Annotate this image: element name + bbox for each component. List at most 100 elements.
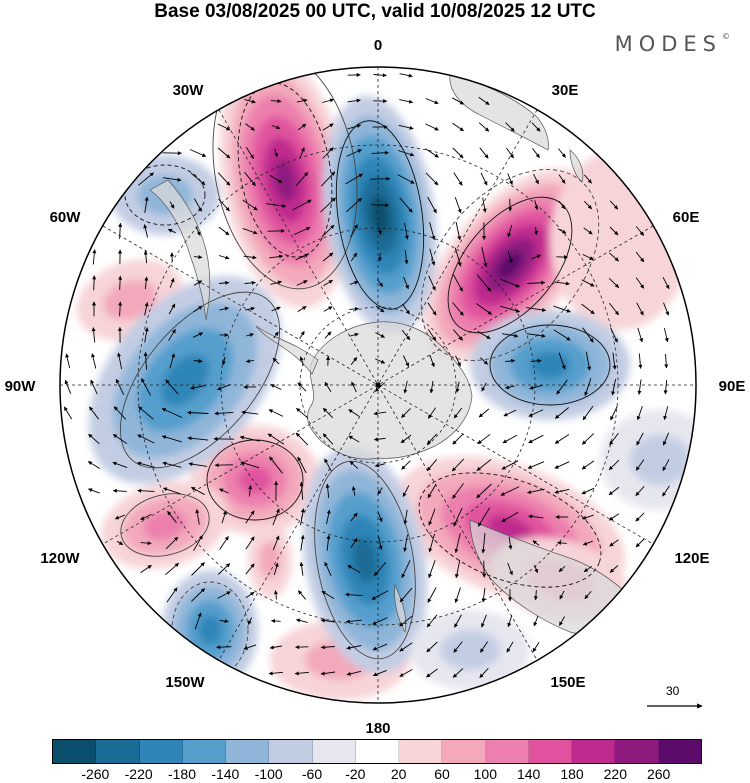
wind-vector <box>609 226 619 236</box>
wind-vector <box>118 222 123 239</box>
wind-vector <box>165 379 179 395</box>
wind-vector <box>321 590 335 600</box>
colorbar-swatch <box>572 740 616 763</box>
wind-vector <box>427 407 437 419</box>
wind-vector <box>427 302 437 316</box>
wind-vector <box>377 227 383 236</box>
wind-vector <box>245 147 255 160</box>
wind-vector <box>373 562 387 577</box>
wind-vector <box>377 252 382 262</box>
wind-vector <box>662 432 670 446</box>
wind-vector <box>137 434 155 444</box>
colorbar-tick-label: 100 <box>473 766 498 782</box>
wind-vector <box>426 641 438 653</box>
wind-vector <box>324 381 332 393</box>
wind-vector <box>372 643 388 651</box>
lon-label-120w: 120W <box>40 550 80 567</box>
wind-vector <box>65 353 71 369</box>
colorbar-swatch <box>96 740 140 763</box>
wind-vector <box>554 488 570 494</box>
wind-vector <box>428 533 435 553</box>
wind-vector <box>268 409 284 417</box>
wind-vector <box>635 277 645 289</box>
colorbar-swatch <box>658 740 701 763</box>
wind-vector <box>297 306 307 312</box>
wind-vector <box>300 508 305 526</box>
wind-vector <box>141 378 151 396</box>
wind-vector <box>500 486 520 496</box>
wind-vector <box>296 280 308 286</box>
wind-vector <box>583 565 593 573</box>
wind-vector <box>242 199 258 211</box>
wind-vector <box>214 411 234 416</box>
wind-vector <box>297 123 307 131</box>
wind-vector <box>219 619 229 624</box>
wind-vector <box>558 200 566 210</box>
wind-vector <box>322 433 334 445</box>
wind-vector <box>320 197 336 213</box>
wind-vector <box>162 461 182 468</box>
wind-vector <box>402 303 410 315</box>
wind-vector <box>404 222 409 240</box>
colorbar-swatch <box>182 740 227 763</box>
brand-name: MODES <box>614 32 722 56</box>
wind-vector <box>584 378 592 397</box>
wind-vector <box>116 540 124 546</box>
wind-vector <box>349 306 360 311</box>
colorbar-swatch <box>139 740 183 763</box>
wind-vector <box>188 462 208 467</box>
colorbar-swatch <box>615 740 659 763</box>
wind-vector <box>162 487 181 495</box>
wind-vector <box>295 253 309 261</box>
negative-anomaly-south-edge <box>410 610 530 690</box>
wind-vector <box>506 641 514 653</box>
wind-vector <box>324 561 332 577</box>
wind-vector <box>244 99 256 104</box>
wind-vector <box>425 123 439 131</box>
wind-vector <box>351 486 356 496</box>
wind-vector <box>345 173 363 185</box>
wind-vector <box>582 540 593 546</box>
wind-vector <box>377 512 383 523</box>
lon-label-90w: 90W <box>5 378 37 395</box>
wind-vector <box>187 436 209 441</box>
africa <box>449 74 549 151</box>
wind-vector <box>664 353 669 369</box>
wind-vector <box>508 536 513 550</box>
wind-vector <box>399 587 413 603</box>
wind-vector <box>479 667 489 679</box>
wind-vector <box>218 255 230 260</box>
negative-anomaly-east-edge <box>600 410 696 510</box>
colorbar <box>52 739 702 764</box>
wind-vector <box>612 352 617 370</box>
wind-vector <box>140 564 152 574</box>
wind-vector <box>194 612 202 630</box>
wind-vector <box>248 484 253 497</box>
wind-vector <box>165 562 180 576</box>
wind-vector <box>299 147 305 159</box>
wind-vector <box>246 333 254 337</box>
wind-vector <box>113 406 127 420</box>
wind-vector <box>296 618 308 623</box>
polar-map: 0 180 30W 30E 60W 60E 90W 90E 120W 120E … <box>5 37 746 737</box>
wind-vector <box>169 353 176 369</box>
wind-vector <box>429 380 434 394</box>
wind-vector <box>217 172 231 186</box>
wind-vector <box>477 507 491 527</box>
wind-vector <box>558 565 566 573</box>
colorbar-tick-label: -260 <box>81 766 110 782</box>
wind-vector <box>297 382 307 392</box>
wind-vector <box>371 590 389 600</box>
negative-anomaly-drake <box>88 276 282 484</box>
wind-vector <box>322 98 335 103</box>
wind-vector <box>452 433 464 445</box>
wind-vector <box>350 356 358 365</box>
wind-vector <box>270 280 282 285</box>
wind-vector <box>582 514 594 520</box>
colorbar-tick-label: 20 <box>390 766 407 782</box>
wind-vector <box>399 73 413 78</box>
contour-line <box>212 67 358 290</box>
colorbar-tick-label: -140 <box>211 766 240 782</box>
wind-vector <box>481 587 486 603</box>
wind-vector <box>219 488 229 494</box>
